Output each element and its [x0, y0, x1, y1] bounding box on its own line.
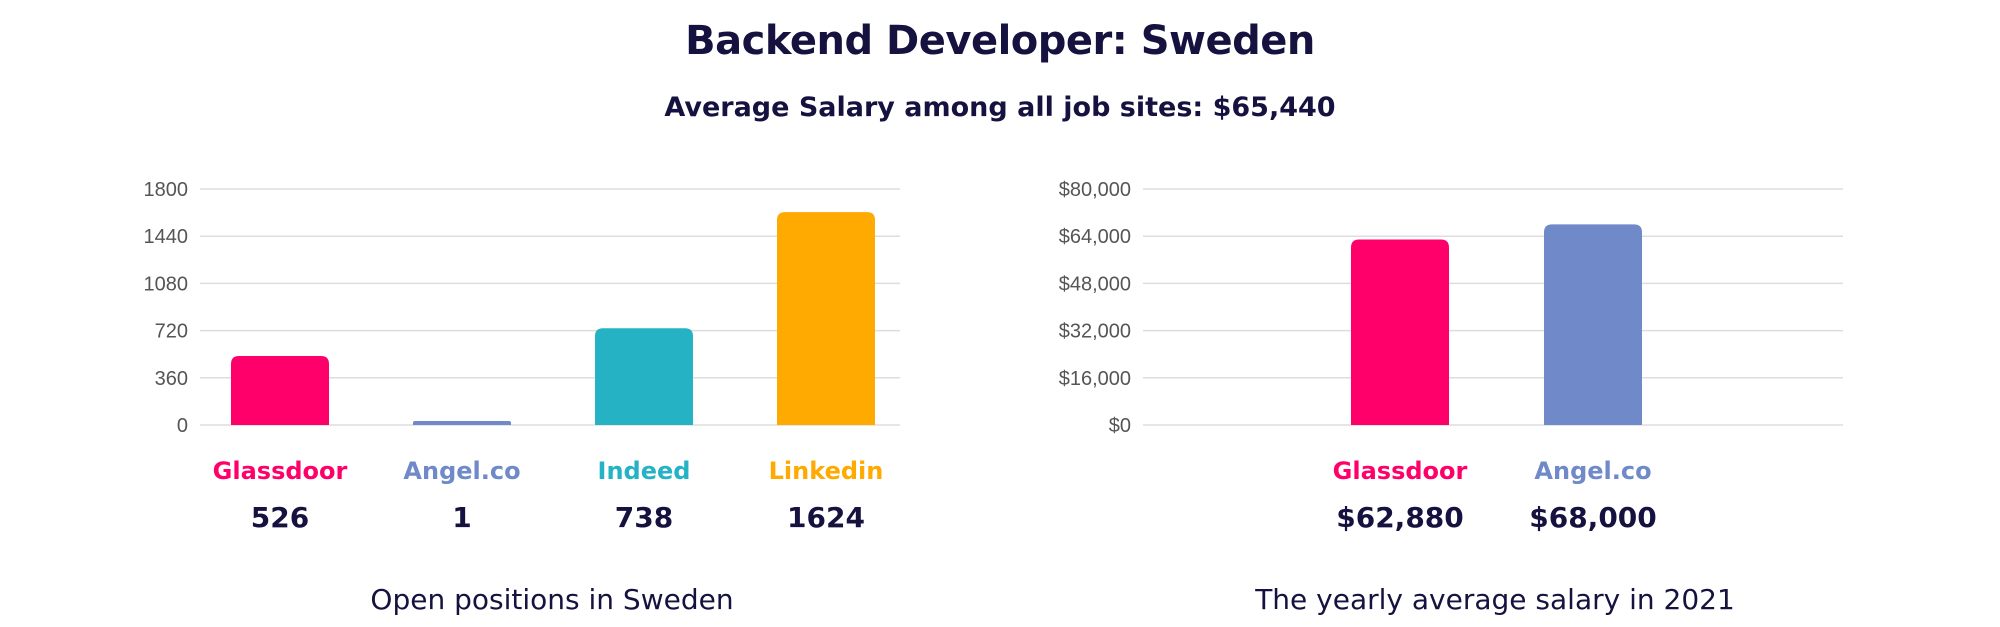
category-label: Angel.co	[403, 457, 520, 485]
y-tick-label: $80,000	[1059, 179, 1131, 201]
category-label: Glassdoor	[213, 457, 348, 485]
y-tick-label: 720	[155, 321, 188, 343]
open-positions-chart: 0 360 720 1080 1440 1800 Glassdoor 526 Angel.co 1…	[144, 179, 900, 616]
y-tick-label: $16,000	[1059, 368, 1131, 390]
y-tick-label: 0	[177, 415, 188, 437]
y-tick-label: $48,000	[1059, 273, 1131, 295]
y-tick-label: 1800	[144, 179, 189, 201]
category-label: Linkedin	[769, 457, 884, 485]
page-title: Backend Developer: Sweden	[685, 18, 1315, 64]
y-tick-label: $64,000	[1059, 226, 1131, 248]
y-tick-label: 1080	[144, 273, 189, 295]
y-tick-label: 360	[155, 368, 188, 390]
chart-caption: Open positions in Sweden	[370, 583, 733, 616]
value-label: $62,880	[1336, 501, 1464, 534]
page-subtitle: Average Salary among all job sites: $65,…	[664, 92, 1336, 123]
value-label: $68,000	[1529, 501, 1657, 534]
category-label: Angel.co	[1534, 457, 1651, 485]
value-label: 1	[452, 501, 471, 534]
y-tick-label: $0	[1109, 415, 1131, 437]
category-label: Indeed	[598, 457, 691, 485]
bar-linkedin	[777, 212, 875, 425]
y-tick-label: 1440	[144, 226, 189, 248]
y-tick-label: $32,000	[1059, 321, 1131, 343]
chart-caption: The yearly average salary in 2021	[1254, 583, 1735, 616]
bar-glassdoor	[1351, 239, 1449, 425]
value-label: 738	[615, 501, 673, 534]
bar-angelco	[1544, 224, 1642, 425]
value-label: 1624	[787, 501, 865, 534]
category-label: Glassdoor	[1333, 457, 1468, 485]
bar-angelco	[413, 421, 511, 425]
bar-glassdoor	[231, 356, 329, 425]
bar-indeed	[595, 328, 693, 425]
value-label: 526	[251, 501, 309, 534]
